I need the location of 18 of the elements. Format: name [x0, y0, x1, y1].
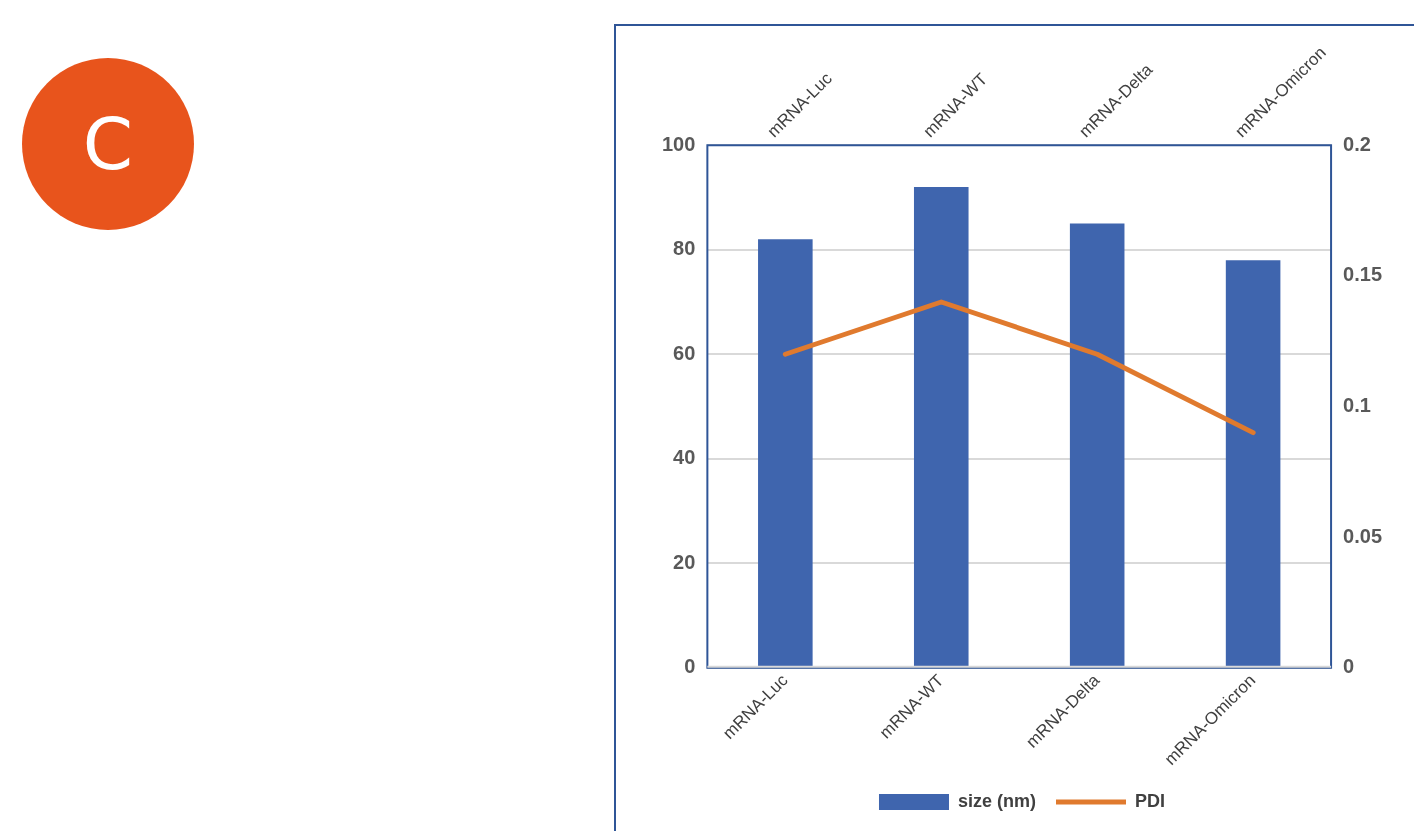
y2-tick-label: 0.15	[1343, 263, 1383, 286]
y2-tick-label: 0.05	[1343, 524, 1383, 547]
bar	[1069, 223, 1125, 667]
legend-label: size (nm)	[957, 790, 1037, 811]
y-tick-label: 0	[684, 655, 696, 678]
y-tick-label: 40	[673, 446, 696, 469]
y-tick-label: 20	[673, 550, 696, 573]
y2-tick-label: 0.1	[1343, 394, 1371, 417]
bar	[913, 187, 969, 667]
y2-tick-label: 0.2	[1343, 132, 1371, 155]
y-tick-label: 80	[673, 237, 696, 260]
y-tick-label: 60	[673, 341, 696, 364]
y-tick-label: 100	[661, 132, 696, 155]
bar	[758, 239, 813, 667]
text: C	[22, 58, 194, 230]
legend-label: PDI	[1135, 790, 1166, 811]
y2-tick-label: 0	[1343, 655, 1355, 678]
bar	[1225, 260, 1281, 667]
